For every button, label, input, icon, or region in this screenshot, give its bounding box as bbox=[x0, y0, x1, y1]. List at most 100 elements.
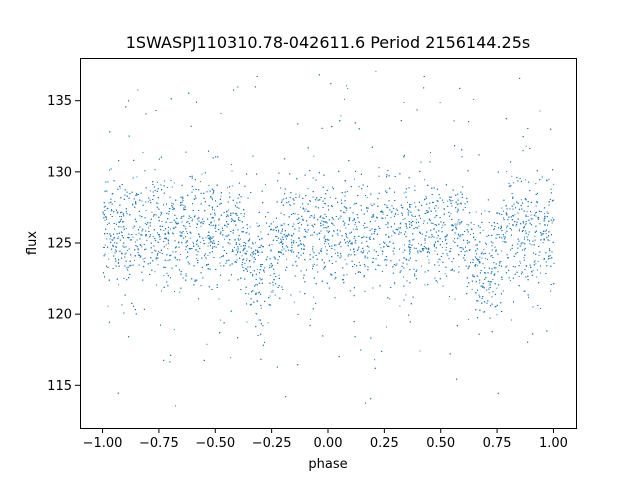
data-point bbox=[434, 217, 436, 219]
data-point bbox=[453, 258, 454, 260]
data-point bbox=[263, 271, 265, 273]
data-point bbox=[349, 290, 351, 292]
data-point bbox=[359, 221, 361, 223]
data-point bbox=[424, 242, 426, 244]
data-point bbox=[437, 207, 439, 209]
data-point bbox=[152, 236, 154, 237]
data-point bbox=[399, 305, 401, 307]
data-point bbox=[313, 263, 315, 265]
data-point bbox=[175, 222, 177, 224]
data-point bbox=[520, 199, 522, 201]
data-point bbox=[166, 254, 168, 256]
data-point bbox=[439, 102, 441, 104]
data-point bbox=[280, 224, 282, 226]
data-point bbox=[221, 256, 222, 258]
data-point bbox=[414, 202, 416, 204]
data-point bbox=[508, 277, 510, 279]
data-point bbox=[523, 259, 525, 261]
data-point bbox=[367, 207, 369, 209]
data-point bbox=[350, 243, 352, 245]
data-point bbox=[348, 223, 350, 225]
data-point bbox=[374, 359, 375, 361]
data-point bbox=[517, 180, 519, 182]
data-point bbox=[256, 313, 258, 315]
data-point bbox=[461, 221, 463, 223]
data-point bbox=[418, 243, 420, 245]
data-point bbox=[430, 236, 432, 238]
data-point bbox=[154, 271, 156, 273]
data-point bbox=[400, 270, 402, 272]
data-point bbox=[513, 182, 514, 184]
data-point bbox=[186, 221, 188, 223]
data-point bbox=[208, 238, 210, 240]
data-point bbox=[110, 198, 112, 200]
data-point bbox=[483, 248, 485, 250]
data-point bbox=[385, 206, 387, 208]
data-point bbox=[466, 223, 468, 225]
data-point bbox=[219, 203, 221, 205]
data-point bbox=[474, 265, 476, 266]
data-point bbox=[520, 262, 522, 264]
data-point bbox=[535, 263, 537, 265]
data-point bbox=[527, 234, 529, 236]
data-point bbox=[329, 196, 331, 198]
data-point bbox=[224, 238, 226, 240]
data-point bbox=[155, 240, 157, 242]
data-point bbox=[298, 252, 300, 254]
data-point bbox=[223, 250, 225, 251]
data-point bbox=[291, 249, 293, 251]
data-point bbox=[491, 255, 493, 256]
data-point bbox=[507, 257, 509, 259]
data-point bbox=[312, 264, 314, 266]
data-point bbox=[374, 220, 376, 222]
data-point bbox=[427, 255, 429, 257]
data-point bbox=[345, 85, 347, 87]
data-point bbox=[199, 181, 201, 183]
data-point bbox=[290, 234, 292, 236]
data-point bbox=[370, 203, 372, 205]
data-point bbox=[536, 276, 538, 278]
data-point bbox=[272, 290, 274, 292]
data-point bbox=[345, 227, 347, 229]
data-point bbox=[106, 238, 108, 240]
data-point bbox=[270, 291, 272, 293]
data-point bbox=[156, 284, 157, 286]
data-point bbox=[390, 211, 392, 213]
data-point bbox=[231, 170, 233, 172]
data-point bbox=[326, 238, 328, 240]
data-point bbox=[509, 280, 511, 281]
data-point bbox=[391, 235, 393, 237]
data-point bbox=[246, 231, 248, 233]
data-point bbox=[169, 222, 171, 223]
data-point bbox=[157, 203, 159, 204]
data-point bbox=[148, 227, 150, 229]
data-point bbox=[107, 305, 109, 307]
data-point bbox=[226, 187, 228, 189]
data-point bbox=[532, 218, 534, 220]
data-point bbox=[213, 220, 215, 222]
data-point bbox=[395, 208, 397, 210]
data-point bbox=[477, 264, 479, 266]
data-point bbox=[185, 209, 187, 210]
data-point bbox=[354, 203, 356, 205]
data-point bbox=[262, 246, 264, 248]
data-point bbox=[171, 221, 173, 223]
data-point bbox=[354, 223, 356, 225]
data-point bbox=[417, 209, 419, 211]
data-point bbox=[136, 176, 138, 178]
data-point bbox=[173, 182, 175, 184]
data-point bbox=[414, 215, 416, 217]
data-point bbox=[390, 217, 392, 219]
data-point bbox=[536, 202, 538, 204]
data-point bbox=[288, 233, 289, 235]
data-point bbox=[546, 211, 548, 213]
data-point bbox=[244, 278, 246, 280]
data-point bbox=[257, 300, 259, 302]
data-point bbox=[483, 311, 485, 313]
data-point bbox=[259, 272, 260, 274]
data-point bbox=[219, 319, 221, 321]
data-point bbox=[206, 343, 208, 345]
data-point bbox=[330, 274, 332, 276]
data-point bbox=[267, 233, 269, 235]
data-point bbox=[183, 208, 185, 210]
